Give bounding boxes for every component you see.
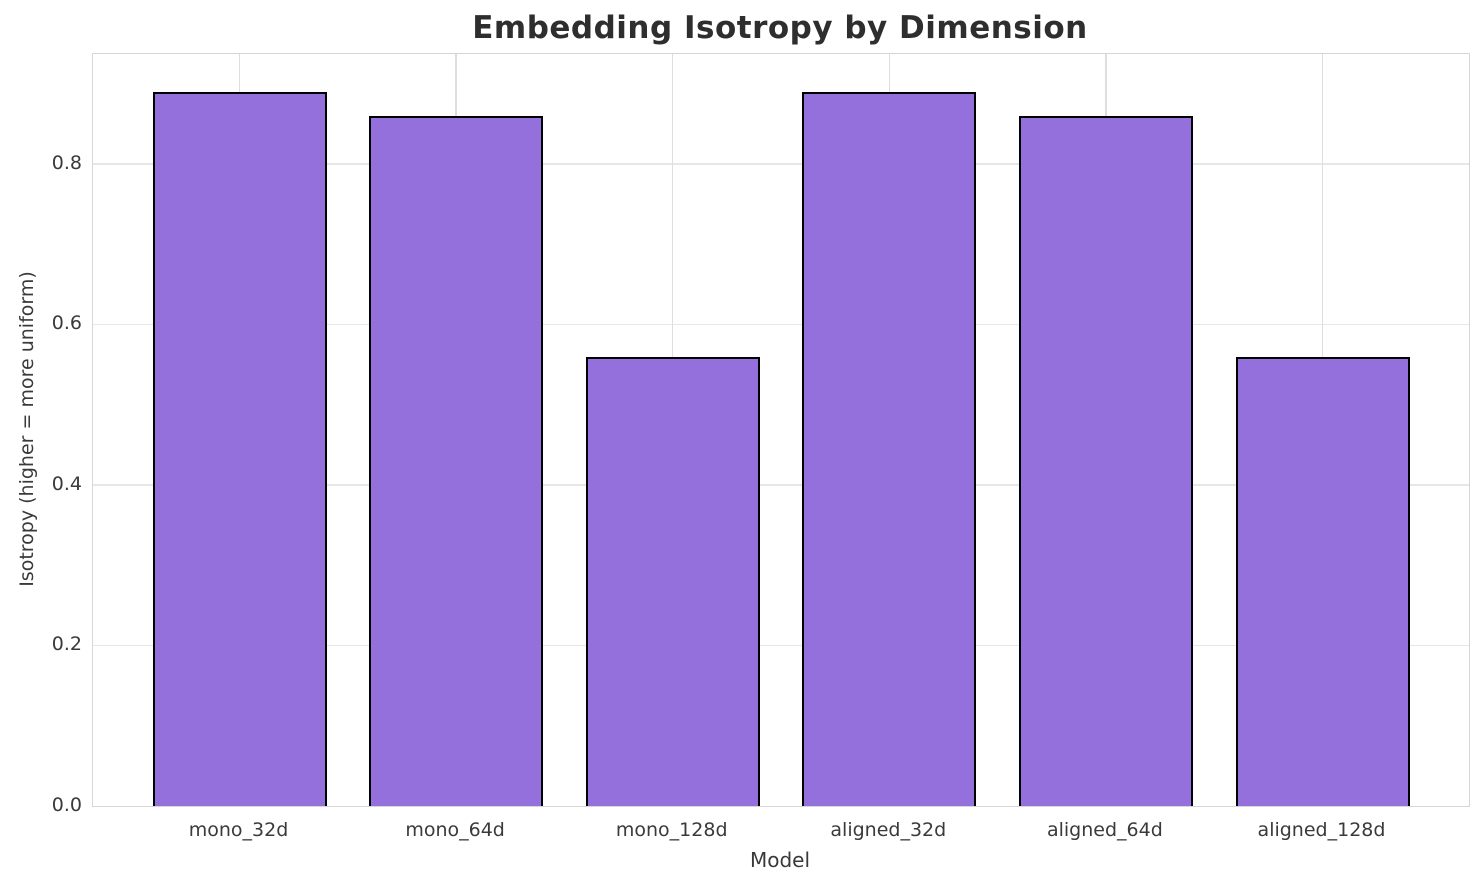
bar-aligned_64d — [1018, 115, 1193, 806]
y-axis-label-text: Isotropy (higher = more uniform) — [16, 271, 38, 587]
x-tick-label: aligned_128d — [1257, 819, 1386, 841]
bar-mono_128d — [585, 356, 760, 806]
bar-aligned_128d — [1235, 356, 1410, 806]
x-tick-label: aligned_64d — [1046, 819, 1163, 841]
y-tick-label: 0.8 — [51, 151, 82, 174]
bar-mono_32d — [152, 91, 327, 806]
x-tick-label: mono_128d — [615, 819, 728, 841]
x-tick-label: mono_32d — [188, 819, 289, 841]
bar-aligned_32d — [802, 91, 977, 806]
chart-title: Embedding Isotropy by Dimension — [472, 10, 1088, 46]
x-tick-label: mono_64d — [405, 819, 505, 841]
y-tick-label: 0.2 — [51, 633, 82, 656]
y-gridline — [93, 323, 1469, 326]
y-gridline — [93, 644, 1469, 647]
plot-area — [92, 53, 1470, 807]
y-gridline — [93, 484, 1469, 486]
x-axis-label: Model — [749, 848, 811, 872]
y-gridline — [93, 163, 1469, 165]
y-tick-label: 0.0 — [51, 794, 82, 816]
x-tick-label: aligned_32d — [830, 819, 947, 841]
bar-mono_64d — [369, 115, 544, 806]
y-tick-label: 0.6 — [51, 312, 82, 335]
y-tick-label: 0.4 — [51, 472, 82, 495]
